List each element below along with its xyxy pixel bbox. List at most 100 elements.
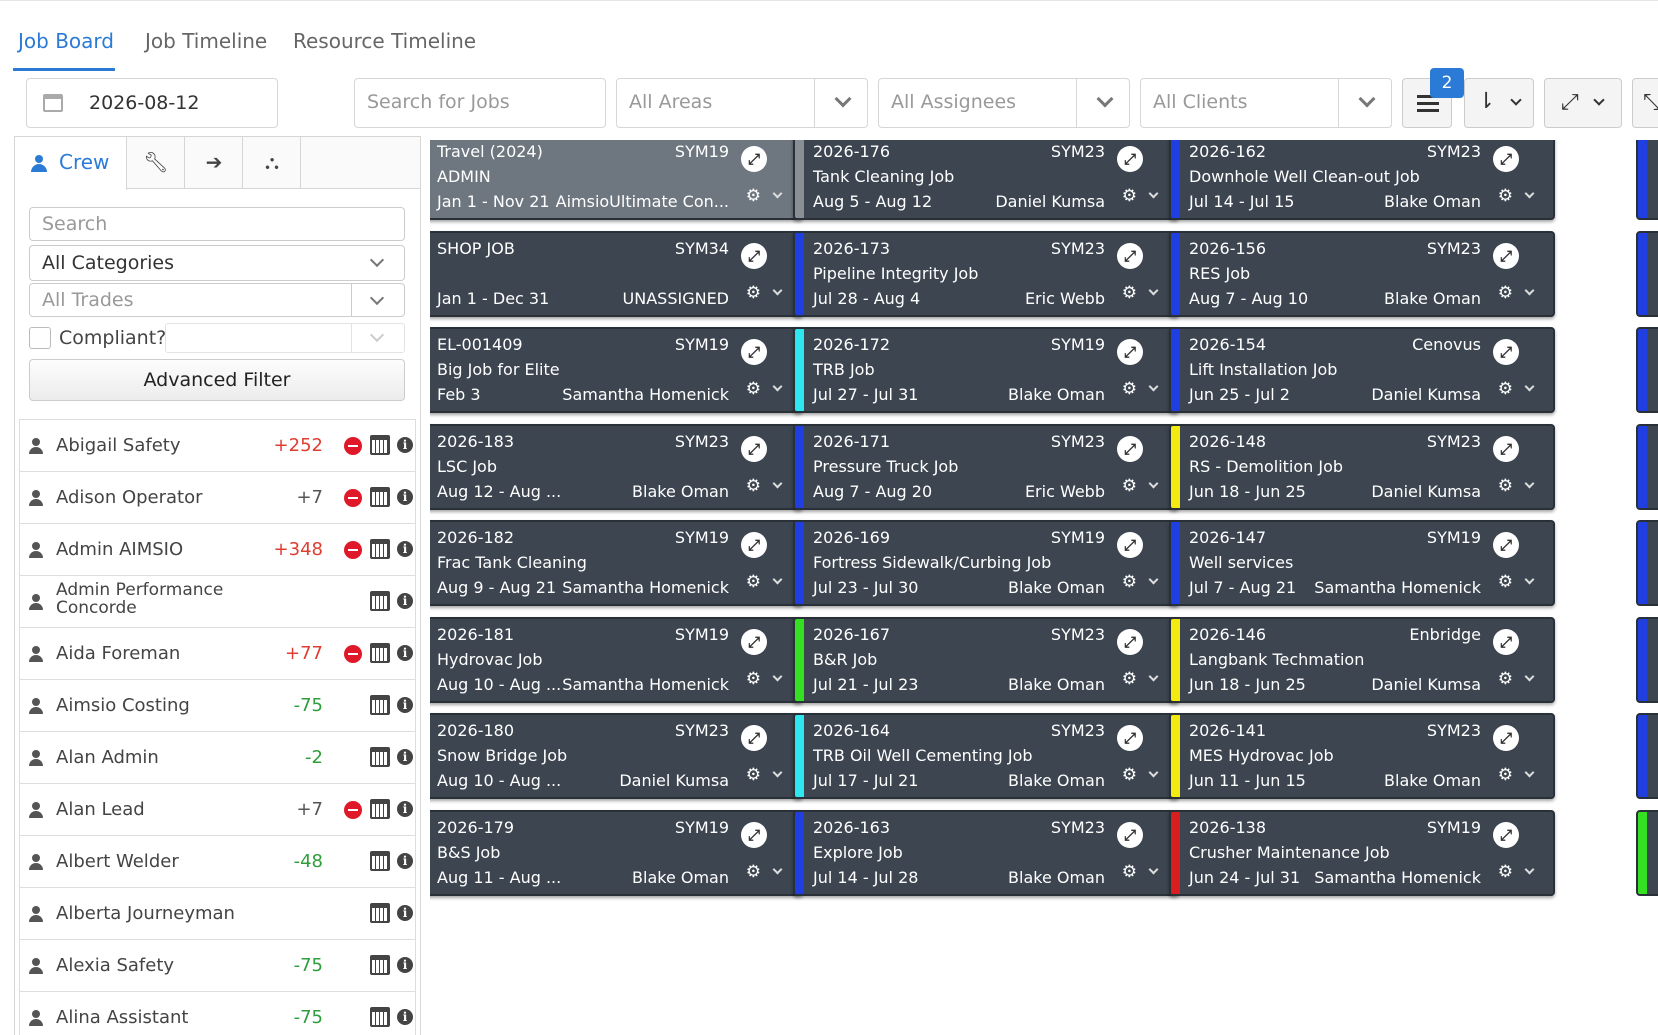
job-card[interactable]: 2026-138 SYM19 Crusher Maintenance Job Jun … — [1169, 809, 1555, 896]
gear-icon[interactable]: ⚙ — [1497, 765, 1513, 785]
assignees-dropdown[interactable]: All Assignees — [878, 78, 1130, 128]
gear-icon[interactable]: ⚙ — [1121, 379, 1137, 399]
trades-dropdown[interactable]: All Trades — [29, 283, 405, 317]
chevron-down-icon[interactable] — [1148, 574, 1159, 585]
calendar-icon[interactable] — [370, 539, 390, 559]
job-card[interactable]: 2026-147 SYM19 Well services Jul 7 - Aug 21… — [1169, 520, 1555, 606]
job-card[interactable]: 2026-148 SYM23 RS - Demolition Job Jun 18 -… — [1169, 423, 1555, 510]
gear-icon[interactable]: ⚙ — [745, 379, 761, 399]
sort-button[interactable]: ⇂ — [1464, 78, 1534, 128]
gear-icon[interactable]: ⚙ — [1121, 475, 1137, 496]
chevron-down-icon[interactable] — [1524, 381, 1535, 392]
crew-row[interactable]: Abigail Safety +252 i — [19, 419, 416, 471]
chevron-down-icon[interactable] — [772, 767, 783, 778]
gear-icon[interactable]: ⚙ — [1497, 282, 1513, 303]
job-card[interactable]: 2026-182 SYM19 Frac Tank Cleaning Aug 9 - A… — [430, 520, 803, 606]
info-icon[interactable]: i — [397, 1009, 413, 1025]
info-icon[interactable]: i — [397, 541, 413, 557]
info-icon[interactable]: i — [397, 645, 413, 661]
expand-icon[interactable]: ⤢ — [741, 146, 767, 172]
tab-hierarchy[interactable]: ⛬ — [243, 137, 301, 189]
tab-equipment[interactable]: 🔧︎ — [127, 137, 185, 189]
chevron-down-icon[interactable] — [1148, 767, 1159, 778]
job-card[interactable]: 2026-162 SYM23 Downhole Well Clean-out Job… — [1169, 140, 1555, 220]
job-card[interactable]: 2026-146 Enbridge Langbank Techmation Jun 1… — [1169, 616, 1555, 703]
job-card-partial[interactable] — [1636, 140, 1658, 220]
crew-row[interactable]: Alberta Journeyman i — [19, 887, 416, 939]
calendar-icon[interactable] — [370, 435, 390, 455]
chevron-down-icon[interactable] — [1148, 188, 1159, 199]
job-card[interactable]: 2026-176 SYM23 Tank Cleaning Job Aug 5 - Au… — [793, 140, 1179, 220]
gear-icon[interactable]: ⚙ — [745, 861, 761, 882]
tab-job-board[interactable]: Job Board — [18, 29, 114, 53]
expand-icon[interactable]: ⤢ — [741, 532, 767, 558]
job-card[interactable]: EL-001409 SYM19 Big Job for Elite Feb 3 Sama… — [430, 327, 803, 413]
crew-row[interactable]: Aimsio Costing -75 i — [19, 679, 416, 731]
chevron-down-icon[interactable] — [772, 381, 783, 392]
job-search-input[interactable]: Search for Jobs — [354, 78, 606, 128]
calendar-icon[interactable] — [370, 955, 390, 975]
chevron-down-icon[interactable] — [1148, 671, 1159, 681]
calendar-icon[interactable] — [370, 903, 390, 923]
chevron-down-icon[interactable] — [772, 285, 783, 295]
crew-row[interactable]: Alan Admin -2 i — [19, 731, 416, 783]
date-picker[interactable]: 2026-08-12 — [26, 78, 278, 128]
expand-icon[interactable]: ⤢ — [1493, 628, 1519, 655]
chevron-down-icon[interactable] — [1524, 574, 1535, 585]
expand-icon[interactable]: ⤢ — [741, 435, 767, 462]
areas-dropdown[interactable]: All Areas — [616, 78, 868, 128]
expand-icon[interactable]: ⤢ — [1117, 146, 1143, 172]
gear-icon[interactable]: ⚙ — [745, 186, 761, 206]
job-card[interactable]: 2026-141 SYM23 MES Hydrovac Job Jun 11 - Ju… — [1169, 713, 1555, 799]
expand-icon[interactable]: ⤢ — [1493, 242, 1519, 269]
calendar-icon[interactable] — [370, 695, 390, 715]
crew-row[interactable]: Admin Performance Concorde i — [19, 575, 416, 627]
crew-row[interactable]: Alina Assistant -75 i — [19, 991, 416, 1035]
job-card-partial[interactable] — [1636, 713, 1658, 799]
chevron-down-icon[interactable] — [1148, 381, 1159, 392]
gear-icon[interactable]: ⚙ — [1121, 186, 1137, 206]
tab-crew[interactable]: Crew — [15, 137, 127, 190]
expand-icon[interactable]: ⤢ — [741, 628, 767, 655]
gear-icon[interactable]: ⚙ — [1497, 379, 1513, 399]
calendar-icon[interactable] — [370, 747, 390, 767]
expand-icon[interactable]: ⤢ — [741, 821, 767, 848]
gear-icon[interactable]: ⚙ — [1497, 668, 1513, 689]
chevron-down-icon[interactable] — [772, 574, 783, 585]
compliant-checkbox[interactable] — [29, 327, 51, 349]
gear-icon[interactable]: ⚙ — [745, 475, 761, 496]
expand-button[interactable]: ⤢ — [1544, 78, 1622, 128]
gear-icon[interactable]: ⚙ — [1497, 186, 1513, 206]
job-card[interactable]: 2026-167 SYM23 B&R Job Jul 21 - Jul 23 Blake… — [793, 616, 1179, 703]
tab-resource-timeline[interactable]: Resource Timeline — [293, 29, 477, 53]
chevron-down-icon[interactable] — [772, 188, 783, 199]
expand-icon[interactable]: ⤢ — [1493, 146, 1519, 172]
expand-icon[interactable]: ⤢ — [741, 242, 767, 269]
job-card-partial[interactable] — [1636, 423, 1658, 510]
crew-row[interactable]: Alexia Safety -75 i — [19, 939, 416, 991]
expand-icon[interactable]: ⤢ — [1493, 339, 1519, 365]
gear-icon[interactable]: ⚙ — [745, 668, 761, 689]
expand-icon[interactable]: ⤢ — [1117, 532, 1143, 558]
job-card[interactable]: 2026-180 SYM23 Snow Bridge Job Aug 10 - Aug… — [430, 713, 803, 799]
crew-row[interactable]: Alan Lead +7 i — [19, 783, 416, 835]
gear-icon[interactable]: ⚙ — [1121, 668, 1137, 689]
info-icon[interactable]: i — [397, 489, 413, 505]
calendar-icon[interactable] — [370, 487, 390, 507]
gear-icon[interactable]: ⚙ — [1497, 572, 1513, 592]
job-card-partial[interactable] — [1636, 230, 1658, 317]
chevron-down-icon[interactable] — [1524, 478, 1535, 488]
job-card[interactable]: SHOP JOB SYM34 Jan 1 - Dec 31 UNASSIGNED ⤢ ⚙ — [430, 230, 803, 317]
gear-icon[interactable]: ⚙ — [1121, 282, 1137, 303]
job-card[interactable]: 2026-171 SYM23 Pressure Truck Job Aug 7 - A… — [793, 423, 1179, 510]
expand-icon[interactable]: ⤢ — [741, 725, 767, 751]
gear-icon[interactable]: ⚙ — [745, 765, 761, 785]
tab-check-in[interactable]: ➔ — [185, 137, 243, 189]
expand-icon[interactable]: ⤢ — [1493, 532, 1519, 558]
info-icon[interactable]: i — [397, 853, 413, 869]
info-icon[interactable]: i — [397, 437, 413, 453]
expand-icon[interactable]: ⤢ — [1117, 628, 1143, 655]
chevron-down-icon[interactable] — [772, 478, 783, 488]
calendar-icon[interactable] — [370, 1007, 390, 1027]
expand-icon[interactable]: ⤢ — [1117, 339, 1143, 365]
